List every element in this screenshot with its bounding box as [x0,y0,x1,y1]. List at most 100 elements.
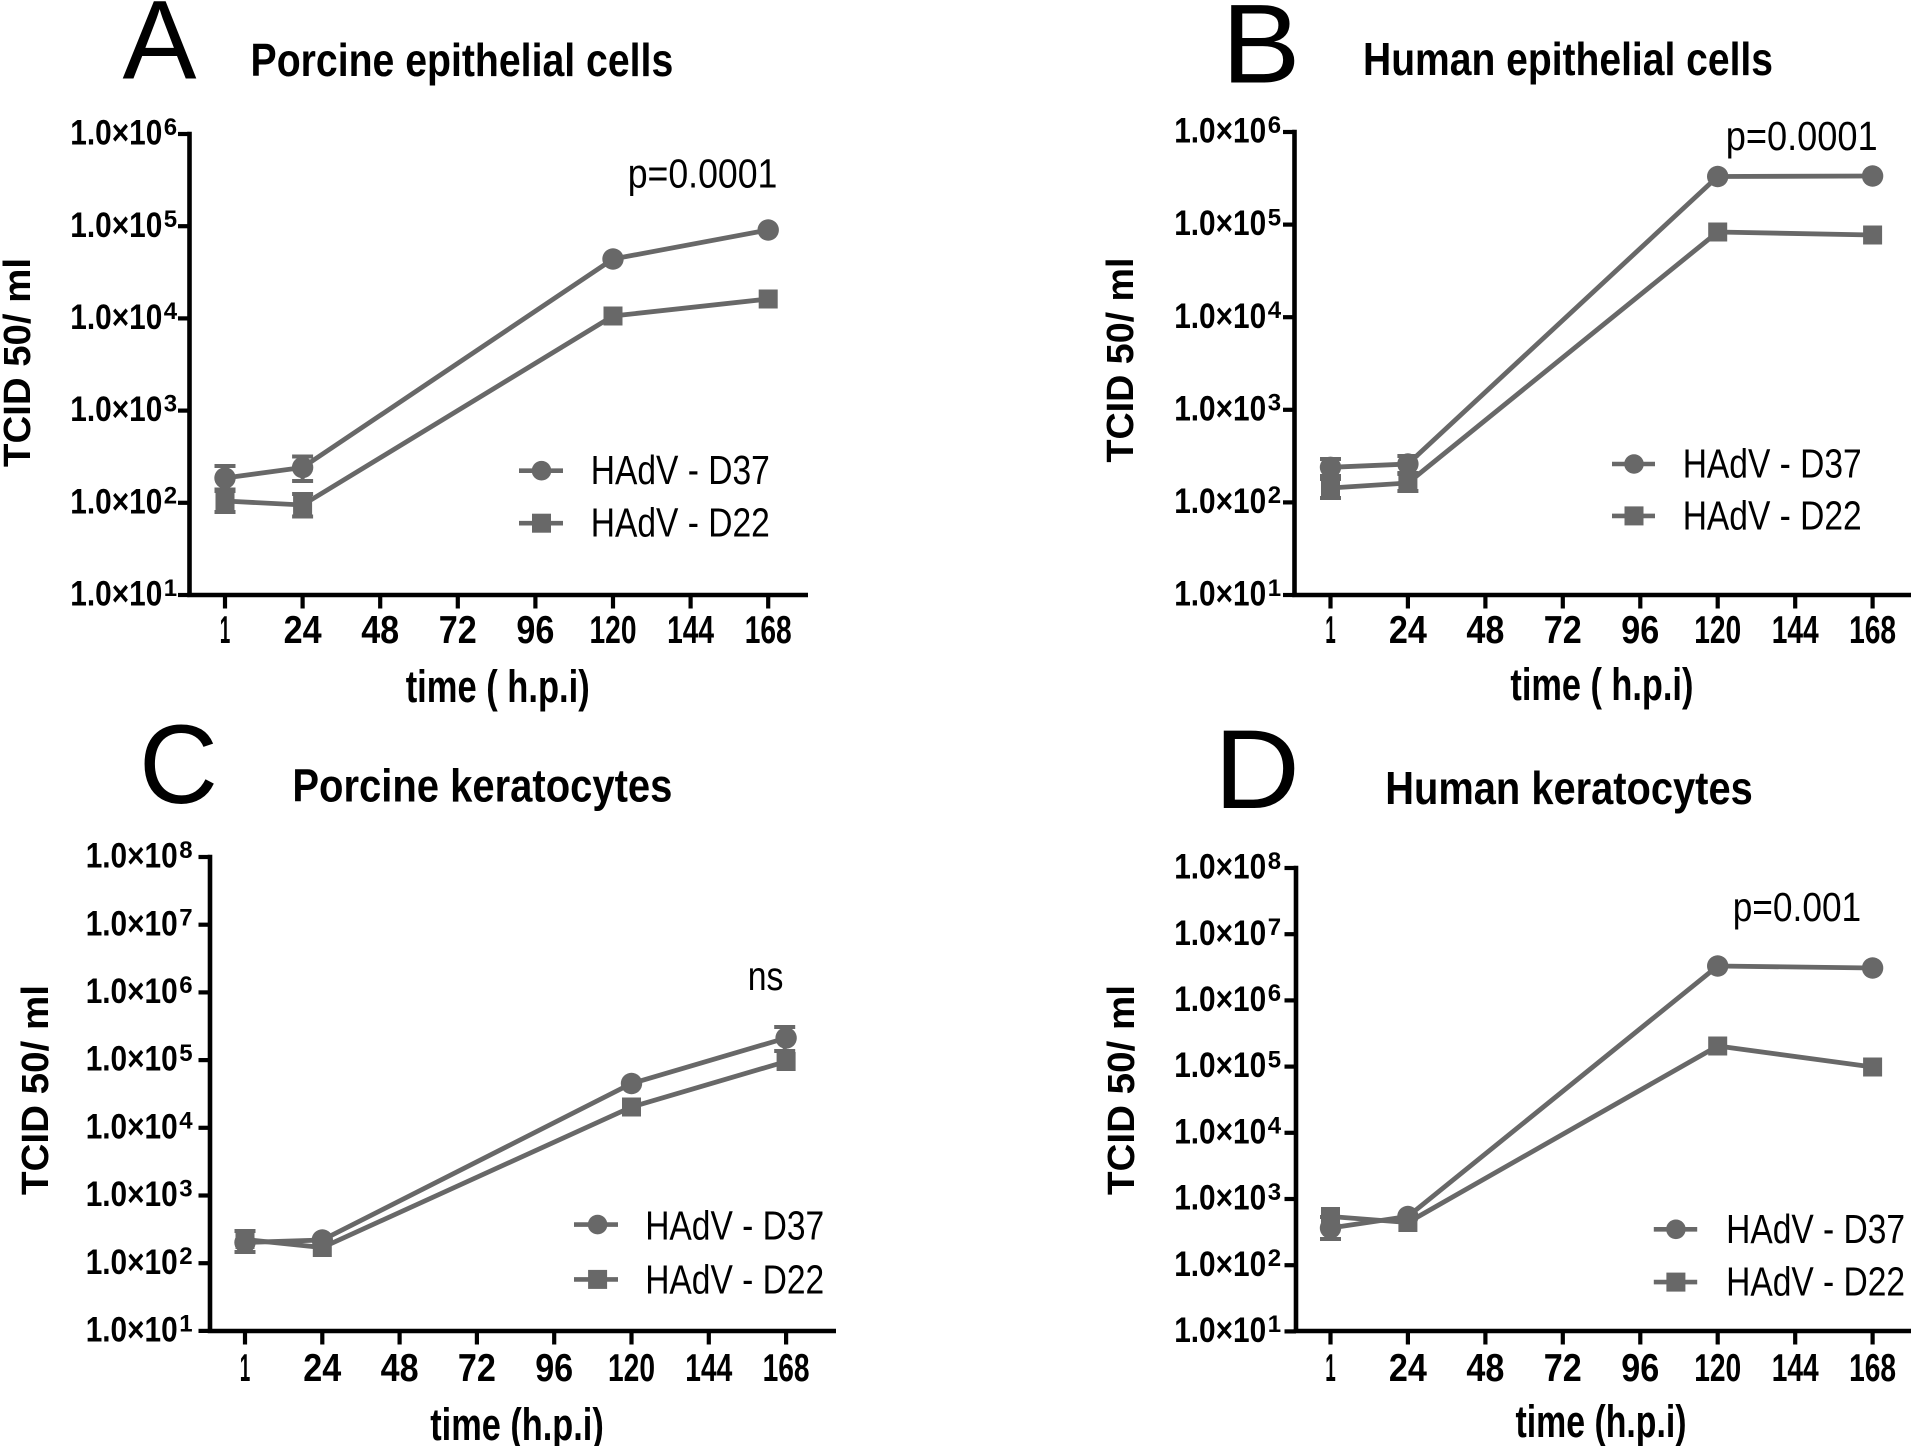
svg-text:1.0×10: 1.0×10 [1174,482,1266,521]
svg-text:5: 5 [164,206,177,233]
svg-text:6: 6 [1268,112,1281,139]
svg-text:7: 7 [1268,914,1281,941]
svg-text:1: 1 [164,575,177,602]
svg-text:6: 6 [1268,980,1281,1007]
svg-text:C: C [139,702,218,827]
svg-text:1.0×10: 1.0×10 [1174,575,1266,614]
svg-text:4: 4 [164,298,178,325]
svg-text:2: 2 [179,1243,192,1270]
svg-text:p=0.001: p=0.001 [1733,884,1862,930]
svg-text:1.0×10: 1.0×10 [1174,848,1266,887]
svg-text:8: 8 [179,837,192,864]
svg-text:3: 3 [179,1175,192,1202]
svg-text:1.0×10: 1.0×10 [86,1243,178,1282]
svg-text:3: 3 [164,390,177,417]
svg-text:HAdV - D37: HAdV - D37 [1683,441,1862,487]
svg-text:96: 96 [1621,1347,1659,1390]
svg-text:1.0×10: 1.0×10 [70,206,162,245]
svg-text:5: 5 [179,1040,192,1067]
svg-text:p=0.0001: p=0.0001 [1726,113,1878,159]
svg-text:24: 24 [1389,1347,1428,1390]
svg-text:TCID 50/ ml: TCID 50/ ml [15,985,57,1195]
svg-text:4: 4 [1268,1113,1282,1140]
svg-text:168: 168 [763,1347,810,1390]
svg-text:Human epithelial cells: Human epithelial cells [1363,33,1773,85]
svg-text:48: 48 [1466,609,1504,652]
svg-text:144: 144 [685,1347,732,1390]
svg-text:24: 24 [303,1347,342,1390]
svg-text:time (h.p.i): time (h.p.i) [1516,1396,1687,1446]
svg-text:1.0×10: 1.0×10 [1174,389,1266,428]
svg-text:5: 5 [1268,1046,1281,1073]
svg-text:1.0×10: 1.0×10 [86,1175,178,1214]
svg-text:1.0×10: 1.0×10 [1174,1245,1266,1284]
svg-text:96: 96 [535,1347,573,1390]
svg-text:time ( h.p.i): time ( h.p.i) [406,661,590,712]
svg-text:4: 4 [179,1108,193,1135]
svg-text:1.0×10: 1.0×10 [1174,1311,1266,1350]
svg-text:72: 72 [458,1347,496,1390]
svg-text:2: 2 [1268,482,1281,509]
svg-text:120: 120 [1694,1347,1741,1390]
svg-text:time (h.p.i): time (h.p.i) [430,1399,604,1446]
svg-text:96: 96 [1621,609,1659,652]
svg-text:HAdV - D37: HAdV - D37 [645,1202,824,1248]
svg-text:B: B [1222,0,1301,107]
svg-text:3: 3 [1268,390,1281,417]
svg-text:6: 6 [179,972,192,999]
svg-text:6: 6 [164,114,177,141]
svg-text:1.0×10: 1.0×10 [70,575,162,614]
svg-text:1.0×10: 1.0×10 [1174,204,1266,243]
svg-text:144: 144 [1772,609,1819,652]
svg-text:1: 1 [1325,609,1336,652]
svg-text:TCID 50/ ml: TCID 50/ ml [0,258,39,467]
svg-text:1.0×10: 1.0×10 [70,482,162,521]
svg-text:168: 168 [1849,1347,1896,1390]
svg-text:1: 1 [220,609,231,652]
svg-text:1.0×10: 1.0×10 [1174,980,1266,1019]
svg-text:48: 48 [361,609,399,652]
svg-text:48: 48 [1466,1347,1504,1390]
svg-text:144: 144 [667,609,714,652]
svg-text:1.0×10: 1.0×10 [1174,297,1266,336]
svg-text:72: 72 [1544,1347,1582,1390]
svg-text:Porcine keratocytes: Porcine keratocytes [292,760,672,812]
svg-text:72: 72 [439,609,477,652]
svg-text:96: 96 [516,609,554,652]
svg-text:1: 1 [1268,575,1281,602]
svg-text:HAdV - D22: HAdV - D22 [1683,493,1862,539]
svg-text:8: 8 [1268,848,1281,875]
svg-text:1.0×10: 1.0×10 [86,1107,178,1146]
svg-text:1.0×10: 1.0×10 [70,114,162,153]
svg-text:D: D [1214,707,1300,832]
svg-text:72: 72 [1544,609,1582,652]
svg-text:HAdV - D22: HAdV - D22 [1726,1259,1905,1305]
svg-text:1.0×10: 1.0×10 [1174,112,1266,151]
svg-text:24: 24 [1389,609,1428,652]
svg-text:1.0×10: 1.0×10 [86,837,178,876]
svg-text:120: 120 [1694,609,1741,652]
svg-text:5: 5 [1268,204,1281,231]
svg-text:TCID 50/ ml: TCID 50/ ml [1101,985,1143,1195]
svg-text:1.0×10: 1.0×10 [1174,1112,1266,1151]
svg-text:TCID 50/ ml: TCID 50/ ml [1100,258,1142,463]
svg-text:7: 7 [179,905,192,932]
svg-text:120: 120 [608,1347,655,1390]
svg-text:Porcine epithelial cells: Porcine epithelial cells [251,34,674,86]
svg-text:HAdV - D37: HAdV - D37 [591,447,770,493]
svg-text:HAdV - D22: HAdV - D22 [591,500,770,546]
svg-text:1: 1 [240,1347,251,1390]
svg-text:1.0×10: 1.0×10 [86,904,178,943]
svg-text:48: 48 [381,1347,419,1390]
svg-text:24: 24 [284,609,323,652]
svg-text:168: 168 [1849,609,1896,652]
svg-text:1.0×10: 1.0×10 [70,298,162,337]
svg-text:Human keratocytes: Human keratocytes [1385,762,1753,814]
svg-text:A: A [123,0,197,102]
svg-text:1: 1 [179,1311,192,1338]
svg-text:168: 168 [745,609,792,652]
svg-text:2: 2 [1268,1245,1281,1272]
svg-text:ns: ns [748,953,784,999]
svg-text:3: 3 [1268,1179,1281,1206]
svg-text:1.0×10: 1.0×10 [86,972,178,1011]
